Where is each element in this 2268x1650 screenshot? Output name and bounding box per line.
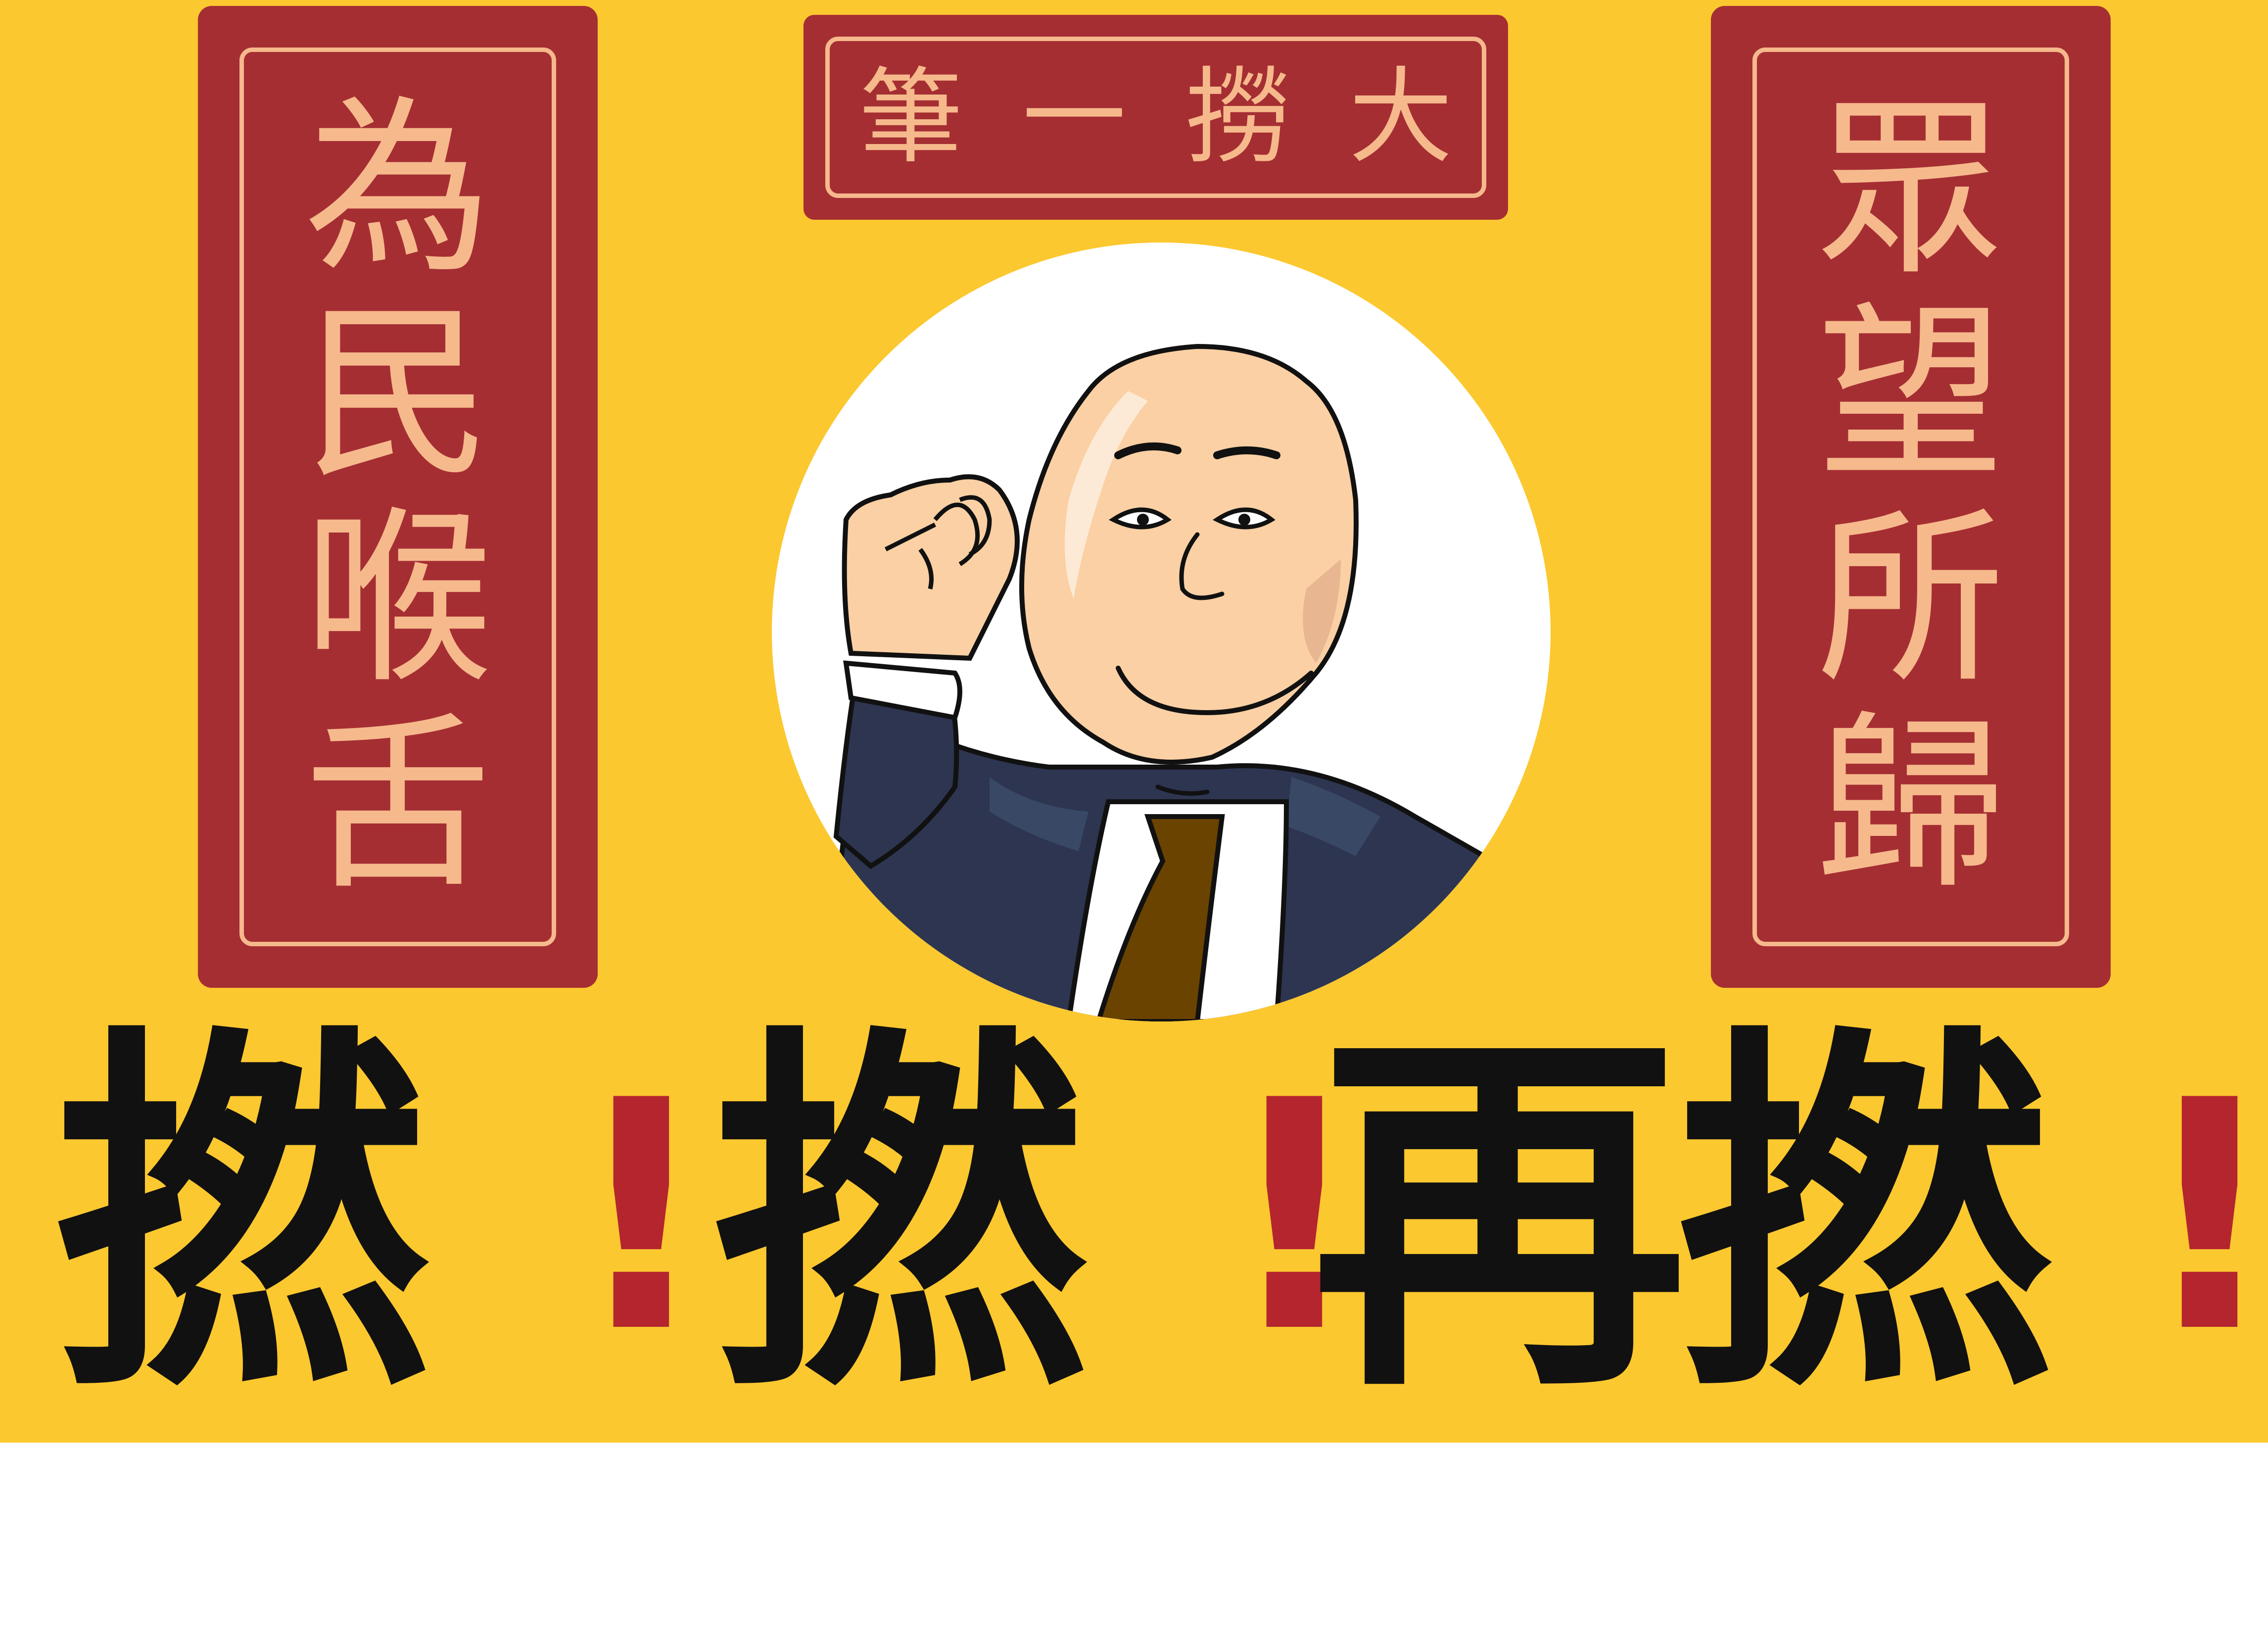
cartoon-man-illustration [808, 343, 1517, 1021]
slogan-char: 再 [1311, 999, 1687, 1436]
shirt-cuff [843, 660, 962, 721]
nose [1179, 532, 1225, 600]
left-couplet-char: 舌 [304, 694, 492, 914]
right-couplet-char: 所 [1817, 489, 2005, 709]
left-couplet-border [239, 48, 556, 946]
fist-finger-line [918, 548, 934, 590]
top-plaque: 筆 一 撈 大 [803, 15, 1508, 220]
right-couplet-char: 眾 [1817, 79, 2005, 298]
left-couplet-char: 為 [304, 79, 492, 298]
left-couplet-char: 喉 [304, 489, 492, 709]
fist-finger-line [884, 522, 937, 552]
fist-finger-line [959, 495, 992, 557]
top-plaque-char: 撈 [1185, 56, 1290, 178]
left-couplet: 為 民 喉 舌 [198, 6, 598, 988]
yellow-banner-background: 筆 一 撈 大 為 民 喉 舌 眾 望 所 歸 [0, 0, 2268, 1443]
raised-arm-sleeve [833, 675, 959, 870]
right-couplet-text: 眾 望 所 歸 [1711, 95, 2111, 909]
head-shine [1065, 391, 1148, 599]
slogan-char: 撚 [54, 999, 430, 1436]
smile [1116, 666, 1314, 716]
left-couplet-text: 為 民 喉 舌 [198, 95, 598, 909]
top-plaque-char: 一 [1022, 56, 1126, 178]
tie [1095, 814, 1225, 1021]
top-plaque-text: 筆 一 撈 大 [803, 15, 1508, 220]
right-couplet-char: 望 [1817, 284, 2005, 504]
top-plaque-char: 筆 [858, 56, 963, 178]
top-plaque-border [825, 37, 1486, 198]
right-couplet: 眾 望 所 歸 [1711, 6, 2111, 988]
right-couplet-border [1752, 48, 2069, 946]
suit-highlight [990, 777, 1088, 851]
slogan-char: 撚 [712, 999, 1088, 1436]
slogan-char: 撚 [1677, 999, 2053, 1436]
left-eyebrow [1114, 442, 1181, 459]
top-plaque-char: 大 [1349, 56, 1453, 178]
right-couplet-char: 歸 [1817, 694, 2005, 914]
right-pupil [1238, 514, 1250, 526]
left-couplet-char: 民 [304, 284, 492, 504]
chin-line [1155, 784, 1210, 796]
exclamation-mark: ! [2137, 1033, 2268, 1402]
head-shade [1303, 559, 1341, 663]
slogan: 撚 ! 撚 ! 再 撚 ! [20, 999, 2268, 1436]
right-eyebrow [1213, 446, 1280, 459]
suit-highlight [1286, 777, 1380, 856]
left-pupil [1137, 514, 1149, 526]
exclamation-mark: ! [569, 1033, 713, 1402]
portrait-circle [772, 243, 1551, 1021]
